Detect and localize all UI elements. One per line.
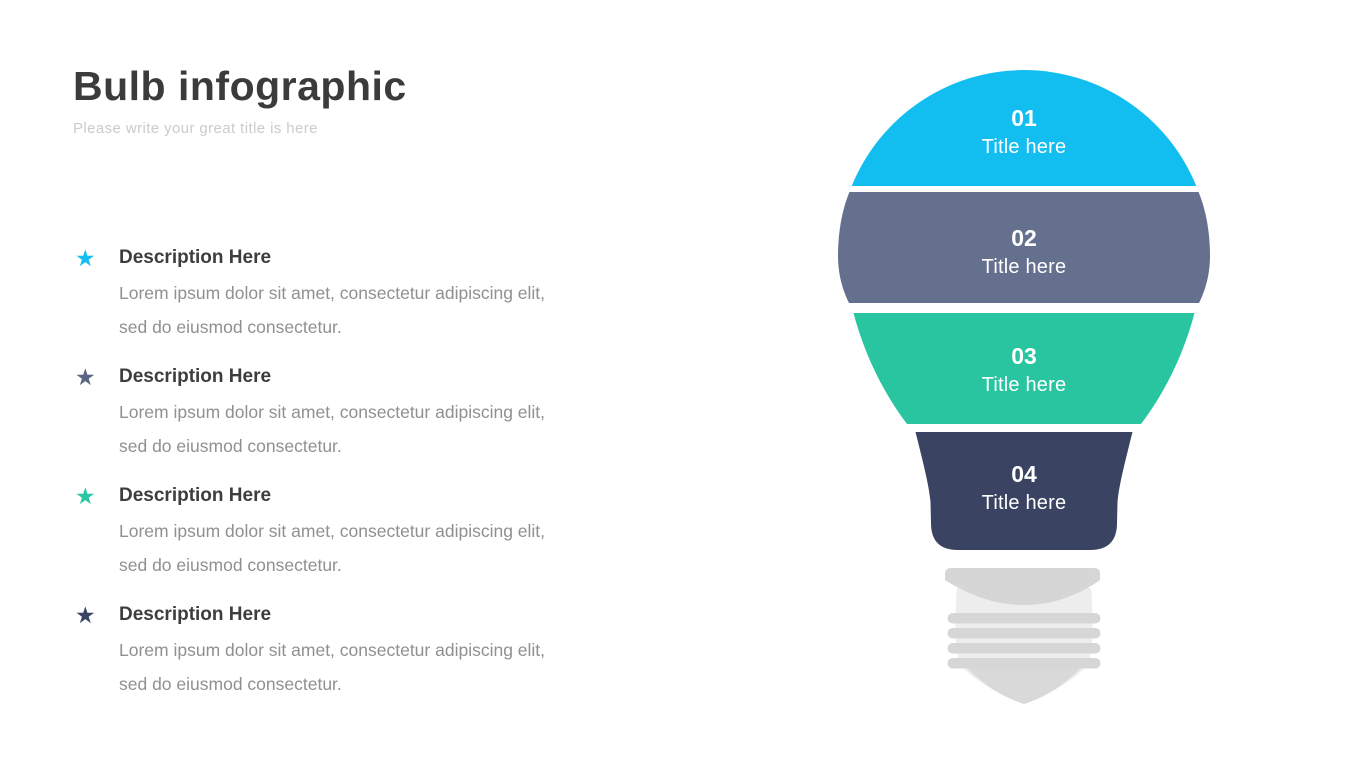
star-icon: ★ bbox=[75, 245, 96, 271]
item-title: Description Here bbox=[119, 604, 272, 625]
list-item: ★ Description Here Lorem ipsum dolor sit… bbox=[75, 244, 635, 344]
segment-number: 02 bbox=[1011, 225, 1037, 251]
item-body-line1: Lorem ipsum dolor sit amet, consectetur … bbox=[119, 640, 546, 660]
page-title: Bulb infographic bbox=[73, 63, 407, 109]
list-item: ★ Description Here Lorem ipsum dolor sit… bbox=[75, 601, 635, 701]
item-body: Lorem ipsum dolor sit amet, consectetur … bbox=[119, 634, 545, 701]
item-title: Description Here bbox=[119, 366, 272, 387]
segment-title: Title here bbox=[981, 256, 1067, 278]
bulb-base-thread bbox=[947, 658, 1101, 669]
list-item-content: Description Here Lorem ipsum dolor sit a… bbox=[119, 244, 545, 344]
star-icon: ★ bbox=[75, 364, 96, 390]
item-body: Lorem ipsum dolor sit amet, consectetur … bbox=[119, 277, 545, 344]
bulb-segment-3 bbox=[853, 313, 1195, 424]
segment-label-2: 02 Title here bbox=[834, 223, 1214, 281]
segment-title: Title here bbox=[981, 492, 1067, 514]
segment-number: 01 bbox=[1011, 105, 1037, 131]
bulb-infographic: 01 Title here 02 Title here 03 Title her… bbox=[834, 66, 1214, 716]
bulb-graphic bbox=[838, 70, 1210, 704]
item-body-line2: sed do eiusmod consectetur. bbox=[119, 554, 342, 575]
bulb-base-thread bbox=[947, 613, 1101, 624]
header: Bulb infographic Please write your great… bbox=[73, 62, 407, 137]
segment-label-1: 01 Title here bbox=[834, 103, 1214, 161]
bulb-base bbox=[945, 568, 1101, 704]
description-list: ★ Description Here Lorem ipsum dolor sit… bbox=[75, 244, 635, 720]
bulb-segment-2 bbox=[838, 192, 1210, 303]
item-body: Lorem ipsum dolor sit amet, consectetur … bbox=[119, 396, 545, 463]
item-body-line2: sed do eiusmod consectetur. bbox=[119, 673, 342, 694]
item-title: Description Here bbox=[119, 485, 272, 506]
segment-label-4: 04 Title here bbox=[834, 459, 1214, 517]
item-title: Description Here bbox=[119, 247, 272, 268]
item-body-line1: Lorem ipsum dolor sit amet, consectetur … bbox=[119, 402, 546, 422]
segment-label-3: 03 Title here bbox=[834, 341, 1214, 399]
star-icon: ★ bbox=[75, 483, 96, 509]
star-icon: ★ bbox=[75, 602, 96, 628]
item-body-line2: sed do eiusmod consectetur. bbox=[119, 316, 342, 337]
bulb-base-thread bbox=[947, 628, 1101, 639]
bulb-base-thread bbox=[947, 643, 1101, 654]
segment-title: Title here bbox=[981, 374, 1067, 396]
segment-number: 04 bbox=[1011, 461, 1037, 487]
item-body-line1: Lorem ipsum dolor sit amet, consectetur … bbox=[119, 283, 546, 303]
segment-number: 03 bbox=[1011, 343, 1037, 369]
list-item-content: Description Here Lorem ipsum dolor sit a… bbox=[119, 482, 545, 582]
item-body-line1: Lorem ipsum dolor sit amet, consectetur … bbox=[119, 521, 546, 541]
list-item-content: Description Here Lorem ipsum dolor sit a… bbox=[119, 601, 545, 701]
page-subtitle: Please write your great title is here bbox=[73, 120, 318, 138]
segment-title: Title here bbox=[981, 136, 1067, 158]
item-body: Lorem ipsum dolor sit amet, consectetur … bbox=[119, 515, 545, 582]
bulb-base-tip bbox=[968, 664, 1080, 704]
list-item: ★ Description Here Lorem ipsum dolor sit… bbox=[75, 482, 635, 582]
bulb-segment-4 bbox=[915, 432, 1133, 550]
item-body-line2: sed do eiusmod consectetur. bbox=[119, 435, 342, 456]
bulb-base-collar bbox=[945, 568, 1100, 605]
list-item: ★ Description Here Lorem ipsum dolor sit… bbox=[75, 363, 635, 463]
list-item-content: Description Here Lorem ipsum dolor sit a… bbox=[119, 363, 545, 463]
bulb-segment-1 bbox=[851, 70, 1197, 186]
